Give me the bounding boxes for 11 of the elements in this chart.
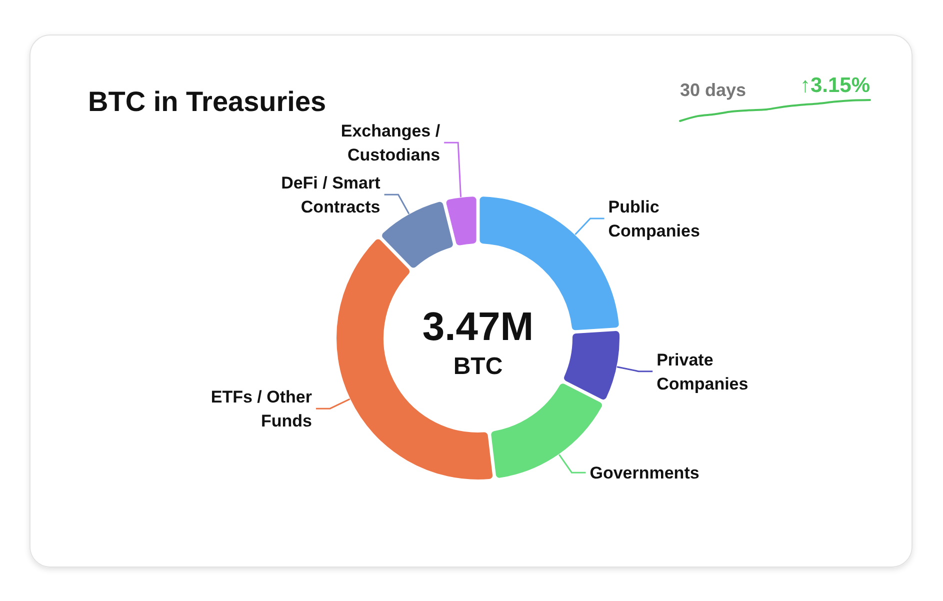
slice-label: Private Companies	[656, 350, 748, 394]
chart-title: 30 days	[680, 80, 746, 100]
slice-label: Exchanges / Custodians	[340, 122, 440, 165]
text: ↑3.15%	[800, 74, 870, 97]
text: 3.47M	[422, 305, 534, 349]
text: BTC	[453, 353, 503, 380]
slice-label: Public Companies	[608, 197, 700, 240]
slice-label: ETFs / Other Funds	[210, 388, 312, 431]
chart-title: BTC in Treasuries	[88, 86, 326, 117]
slice-label: DeFi / Smart Contracts	[281, 174, 381, 217]
slice-label: Governments	[590, 464, 700, 483]
